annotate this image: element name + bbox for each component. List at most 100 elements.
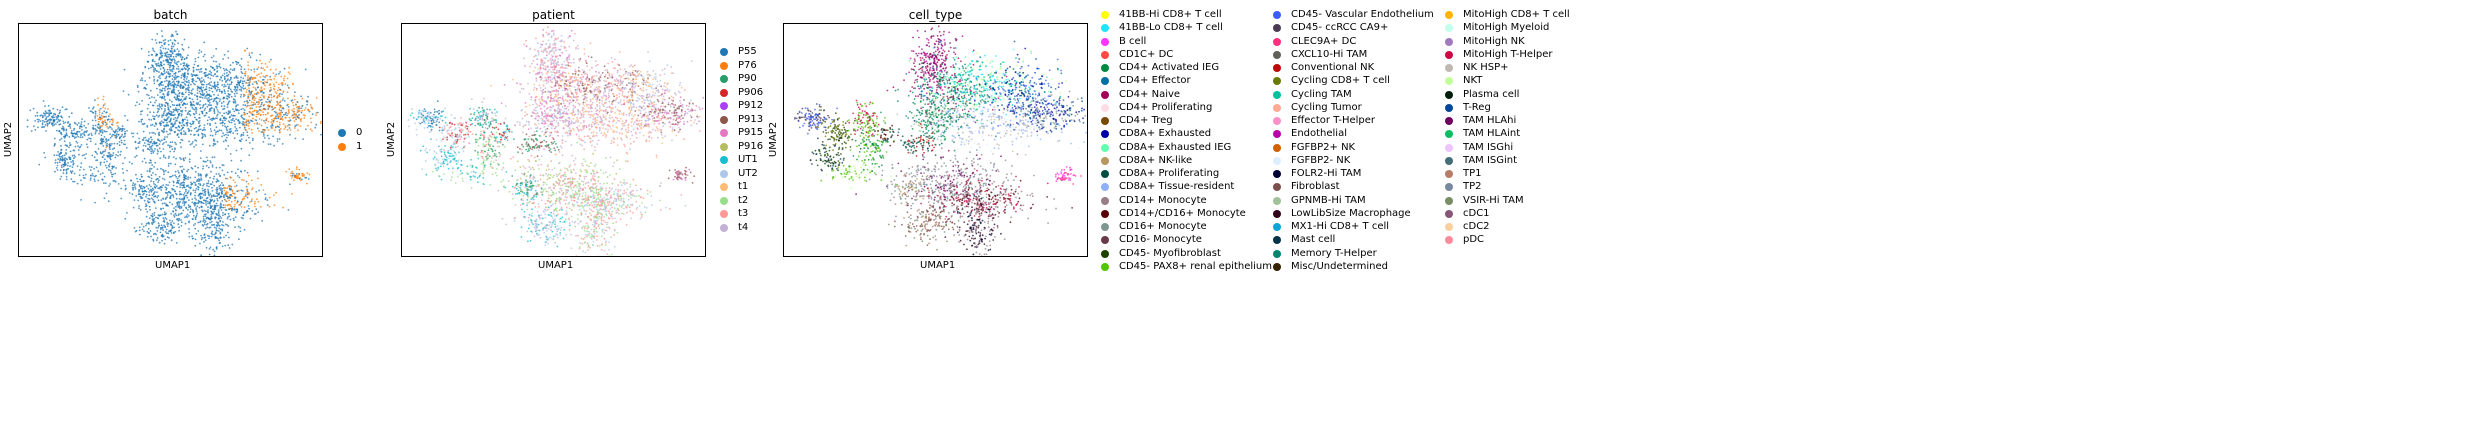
data-point <box>275 73 278 76</box>
data-point <box>307 178 310 180</box>
data-point <box>253 68 256 71</box>
data-point <box>69 125 71 128</box>
data-point <box>556 80 559 83</box>
data-point <box>259 76 262 78</box>
data-point <box>595 98 597 100</box>
data-point <box>168 128 171 131</box>
data-point <box>210 130 213 133</box>
data-point <box>557 37 559 40</box>
data-point <box>281 118 284 121</box>
data-point <box>230 83 233 85</box>
data-point <box>227 216 229 219</box>
data-point <box>542 84 545 87</box>
data-point <box>215 248 218 250</box>
data-point <box>652 91 654 94</box>
data-point <box>158 139 161 142</box>
data-point <box>151 164 154 167</box>
data-point <box>165 114 168 117</box>
data-point <box>223 89 226 91</box>
data-point <box>623 88 626 91</box>
data-point <box>172 210 175 213</box>
data-point <box>246 193 249 195</box>
data-point <box>195 184 197 186</box>
data-point <box>202 194 205 196</box>
data-point <box>180 169 183 172</box>
data-point <box>235 127 238 130</box>
data-point <box>206 210 209 213</box>
data-point <box>69 150 72 153</box>
data-point <box>266 134 269 137</box>
data-point <box>535 96 538 99</box>
data-point <box>187 191 189 194</box>
data-point <box>156 144 159 147</box>
data-point <box>632 80 635 83</box>
data-point <box>161 96 164 99</box>
data-point <box>165 54 167 57</box>
data-point <box>311 113 314 116</box>
data-point <box>152 219 155 222</box>
data-point <box>206 97 208 100</box>
data-point <box>109 126 112 129</box>
data-point <box>570 76 572 78</box>
data-point <box>156 33 159 35</box>
data-point <box>218 63 221 65</box>
data-point <box>615 78 618 80</box>
data-point <box>61 106 64 109</box>
data-point <box>53 154 56 157</box>
data-point <box>155 54 158 57</box>
data-point <box>258 108 261 111</box>
data-point <box>534 100 537 103</box>
data-point <box>201 111 204 114</box>
data-point <box>201 106 204 109</box>
data-point <box>167 61 170 64</box>
data-point <box>220 209 223 211</box>
data-point <box>544 66 547 68</box>
data-point <box>226 125 229 128</box>
data-point <box>204 107 207 110</box>
data-point <box>226 187 229 189</box>
data-point <box>233 98 236 101</box>
data-point <box>102 104 105 107</box>
data-point <box>178 81 180 84</box>
data-point <box>77 122 80 124</box>
data-point <box>192 66 195 69</box>
data-point <box>64 164 67 166</box>
data-point <box>168 57 171 60</box>
data-point <box>159 157 162 160</box>
data-point <box>124 114 126 117</box>
data-point <box>621 94 624 97</box>
data-point <box>210 210 213 213</box>
data-point <box>165 130 168 133</box>
data-point <box>227 225 230 228</box>
data-point <box>644 81 646 84</box>
data-point <box>56 121 59 124</box>
data-point <box>160 227 163 229</box>
data-point <box>667 101 670 104</box>
data-point <box>111 133 114 136</box>
data-point <box>173 78 176 81</box>
data-point <box>295 175 298 178</box>
data-point <box>169 39 172 42</box>
data-point <box>122 127 124 130</box>
data-point <box>221 245 224 248</box>
data-point <box>287 119 290 122</box>
data-point <box>217 130 220 133</box>
data-point <box>269 100 272 103</box>
data-point <box>145 222 148 225</box>
data-point <box>268 137 270 140</box>
data-point <box>575 46 578 49</box>
data-point <box>101 178 104 181</box>
data-point <box>143 122 146 125</box>
data-point <box>186 185 188 187</box>
data-point <box>215 90 218 92</box>
data-point <box>226 69 229 72</box>
data-point <box>187 84 190 86</box>
data-point <box>305 128 307 131</box>
data-point <box>251 198 253 201</box>
data-point <box>623 95 626 97</box>
data-point <box>180 101 183 104</box>
data-point <box>210 98 213 100</box>
data-point <box>559 66 562 69</box>
data-point <box>127 93 130 96</box>
data-point <box>182 102 185 105</box>
